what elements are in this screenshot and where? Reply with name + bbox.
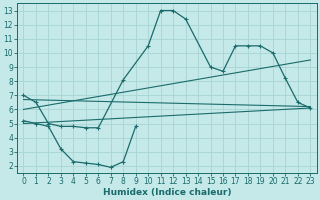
- X-axis label: Humidex (Indice chaleur): Humidex (Indice chaleur): [103, 188, 231, 197]
